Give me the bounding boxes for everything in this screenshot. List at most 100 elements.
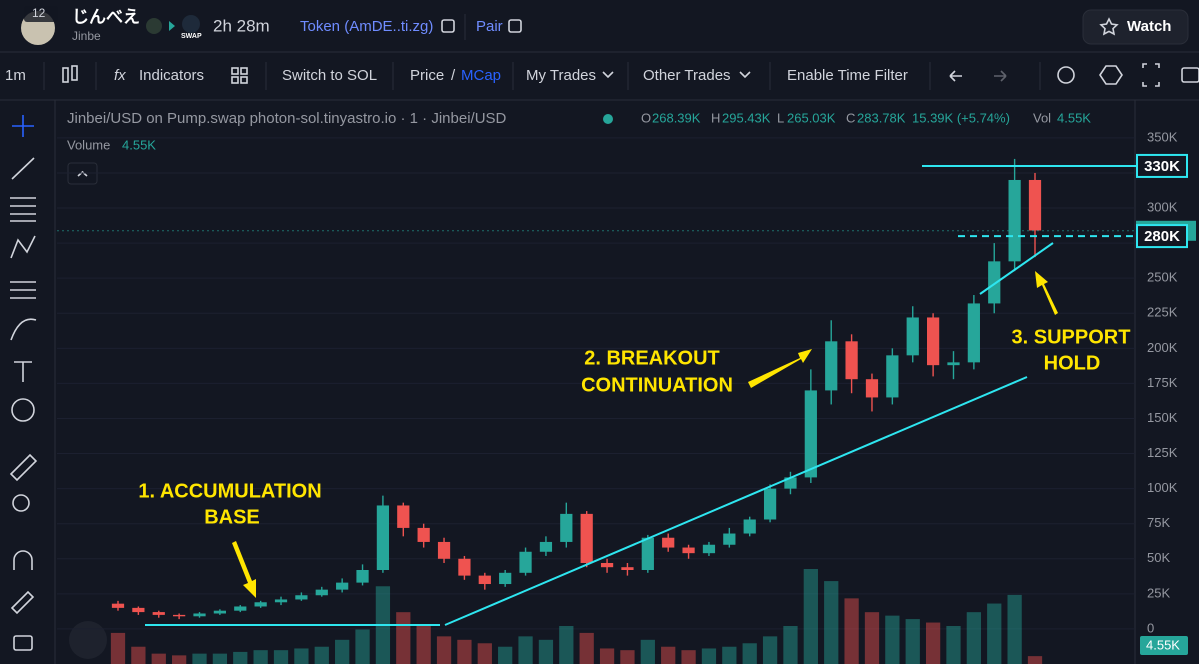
lock-draw-tool[interactable] <box>10 590 35 615</box>
undo[interactable] <box>949 70 962 82</box>
symbol: Jinbei/USD on Pump.swap photon-sol.tinya… <box>67 110 507 127</box>
volume-bar <box>396 612 411 664</box>
volume-bar <box>620 650 635 664</box>
volume-bar <box>885 615 900 664</box>
mcap-toggle[interactable]: MCap <box>461 67 501 84</box>
ruler-tool[interactable] <box>9 453 38 482</box>
level-box <box>1136 224 1188 249</box>
lock-tool[interactable] <box>13 635 33 651</box>
crosshair-tool[interactable] <box>12 115 34 137</box>
pair-link[interactable]: Pair <box>476 18 503 35</box>
volume-bar <box>783 626 798 664</box>
swap-label: SWAP <box>181 33 202 40</box>
icon <box>182 15 200 33</box>
zoom-icon[interactable] <box>1057 66 1075 84</box>
level-label: 330K <box>1144 158 1180 175</box>
annotation: 2. BREAKOUT <box>584 347 720 369</box>
candle-body <box>743 519 756 534</box>
volume-value: 4.55K <box>122 137 156 152</box>
vol-key: Vol <box>1033 110 1051 125</box>
volume-bar <box>681 650 696 664</box>
candle-body <box>173 614 186 617</box>
y-tick-label: 100K <box>1147 480 1178 495</box>
indicators-button[interactable]: Indicators <box>139 67 204 84</box>
volume-bar <box>701 648 717 664</box>
redo[interactable] <box>994 70 1007 82</box>
candle-body <box>600 562 614 568</box>
y-tick-label: 350K <box>1147 129 1178 144</box>
candle-body <box>845 341 858 380</box>
candle-type-icon[interactable] <box>62 65 78 83</box>
candle-body <box>723 533 736 545</box>
candle-body <box>1028 179 1042 231</box>
token-link[interactable]: Token (AmDE..ti.zg) <box>300 18 433 35</box>
annotation: CONTINUATION <box>581 374 733 396</box>
y-tick-label: 200K <box>1147 340 1178 355</box>
volume-bar <box>273 650 289 664</box>
volume-bar <box>151 653 166 664</box>
volume-bar <box>1027 656 1043 664</box>
magnet-tool[interactable] <box>13 550 33 570</box>
fib-tool[interactable] <box>10 197 36 222</box>
copy-icon[interactable] <box>441 19 455 33</box>
volume-bar <box>498 646 513 664</box>
volume-bar <box>192 653 207 664</box>
volume-bar <box>905 619 920 664</box>
emoji-tool[interactable] <box>11 398 35 422</box>
y-tick-label: 225K <box>1147 305 1178 320</box>
volume-bar <box>538 639 554 664</box>
candle-body <box>947 362 960 366</box>
volume-bar <box>579 632 594 664</box>
zoom-tool[interactable] <box>12 494 30 512</box>
copy-icon[interactable] <box>508 19 522 33</box>
change: 15.39K (+5.74%) <box>912 110 1010 125</box>
l-key: L <box>777 110 784 125</box>
candle-body <box>539 541 553 552</box>
candle-body <box>397 505 410 528</box>
fullscreen-icon[interactable] <box>1142 63 1160 87</box>
volume-bar <box>518 636 533 664</box>
line-tool[interactable] <box>11 157 35 180</box>
y-tick-label: 250K <box>1147 270 1178 285</box>
y-tick-label: 300K <box>1147 199 1178 214</box>
projection-tool[interactable] <box>10 281 36 299</box>
chevron <box>77 170 88 177</box>
volume-bar <box>233 651 248 664</box>
pattern-tool[interactable] <box>10 235 36 259</box>
candle-body <box>254 602 267 607</box>
y-tick-label: 125K <box>1147 445 1178 460</box>
my-trades[interactable]: My Trades <box>526 67 596 84</box>
candle-body <box>499 572 512 585</box>
switch-sol[interactable]: Switch to SOL <box>282 67 377 84</box>
settings-icon[interactable] <box>1099 65 1123 85</box>
volume-bar <box>742 643 757 664</box>
star-icon <box>1099 17 1119 36</box>
annotation: 3. SUPPORT <box>1012 326 1131 348</box>
collapse-button[interactable] <box>67 162 98 185</box>
volume-bar <box>599 648 615 664</box>
candle-body <box>376 505 390 570</box>
camera-icon[interactable] <box>1181 67 1199 83</box>
volume-bar <box>966 612 981 664</box>
time-filter[interactable]: Enable Time Filter <box>787 67 908 84</box>
candle-body <box>295 595 308 600</box>
fx-icon: fx <box>114 67 126 84</box>
brush-tool[interactable] <box>10 318 37 341</box>
text-tool[interactable] <box>14 361 32 382</box>
c-key: C <box>846 110 855 125</box>
interval[interactable]: 1m <box>5 67 26 84</box>
annotation: BASE <box>204 506 260 528</box>
candle-body <box>865 379 879 398</box>
candle-body <box>682 547 695 554</box>
h-key: H <box>711 110 720 125</box>
l-value: 265.03K <box>787 110 836 125</box>
candle-body <box>315 589 328 596</box>
price-toggle[interactable]: Price <box>410 67 444 84</box>
layout-icon[interactable] <box>231 67 248 84</box>
other-trades[interactable]: Other Trades <box>643 67 731 84</box>
candle-body <box>234 606 247 611</box>
vol-value: 4.55K <box>1057 110 1091 125</box>
candle-body <box>926 317 940 366</box>
volume-bar <box>824 581 839 664</box>
last-volume-label: 4.55K <box>1146 637 1180 652</box>
